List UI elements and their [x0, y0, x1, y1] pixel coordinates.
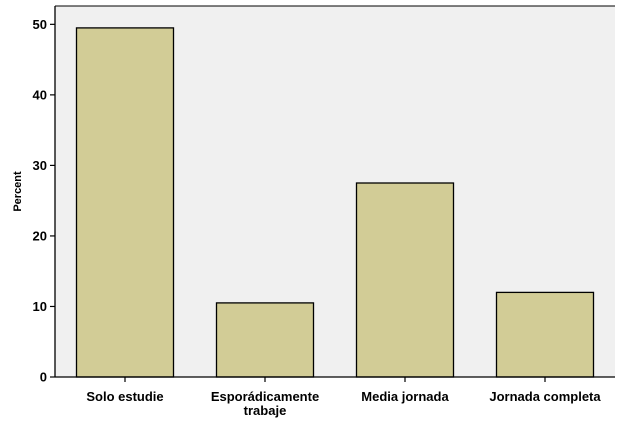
- x-tick-label-0: Solo estudie: [86, 389, 163, 404]
- y-tick-label-0: 0: [40, 370, 47, 385]
- bar-1: [215, 302, 315, 378]
- bar-2: [355, 182, 455, 378]
- y-tick-label-1: 10: [33, 299, 47, 314]
- x-tick-label-line: Solo estudie: [86, 389, 163, 404]
- axes-group: [54, 5, 615, 378]
- x-tick-label-line: trabaje: [244, 403, 287, 418]
- y-tick-label-3: 30: [33, 158, 47, 173]
- bars-group: [75, 27, 595, 378]
- x-tick-label-3: Jornada completa: [489, 389, 601, 404]
- bar-3: [495, 291, 595, 378]
- x-axis-ticks: Solo estudie Esporádicamente trabaje Media …: [86, 377, 601, 418]
- x-tick-label-line: Esporádicamente: [211, 389, 319, 404]
- y-tick-label-5: 50: [33, 17, 47, 32]
- y-axis-ticks: 0 10 20 30 40 50: [33, 17, 55, 385]
- x-tick-label-1: Esporádicamente trabaje: [211, 389, 319, 418]
- x-tick-label-line: Media jornada: [361, 389, 449, 404]
- x-tick-label-2: Media jornada: [361, 389, 449, 404]
- bar-0: [75, 27, 175, 378]
- y-tick-label-4: 40: [33, 87, 47, 102]
- x-tick-label-line: Jornada completa: [489, 389, 601, 404]
- y-axis-title: Percent: [12, 171, 24, 212]
- y-tick-label-2: 20: [33, 228, 47, 243]
